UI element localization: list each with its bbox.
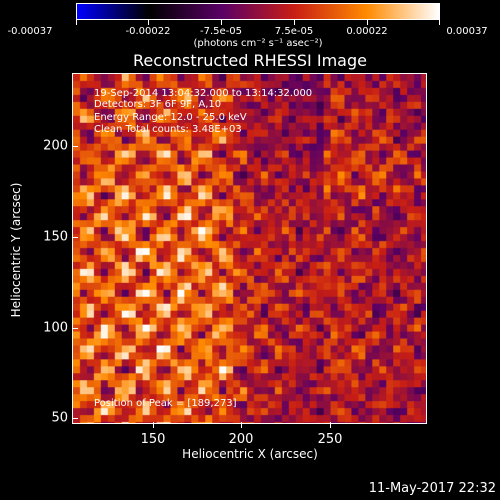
y-tick xyxy=(72,237,78,238)
y-tick-label: 150 xyxy=(43,229,68,245)
colorbar-tick xyxy=(148,20,149,25)
clean-counts-text: Clean Total counts: 3.48E+03 xyxy=(94,124,242,135)
energy-range-text: Energy Range: 12.0 - 25.0 keV xyxy=(94,112,247,123)
image-plot xyxy=(72,73,427,424)
y-axis-label: Heliocentric Y (arcsec) xyxy=(9,182,23,318)
rhessi-image xyxy=(73,74,426,423)
plot-title: Reconstructed RHESSI Image xyxy=(133,51,367,70)
peak-position-text: Position of Peak = [189,273] xyxy=(94,398,237,409)
colorbar-tick-label: -0.00022 xyxy=(125,26,171,37)
colorbar xyxy=(76,3,440,20)
x-tick-label: 250 xyxy=(317,432,343,447)
colorbar-tick xyxy=(367,20,368,25)
x-tick-label: 200 xyxy=(228,432,254,447)
y-tick-label: 100 xyxy=(43,320,68,336)
y-tick xyxy=(72,146,78,147)
date-stamp: 11-May-2017 22:32 xyxy=(368,481,496,496)
y-tick-label: 50 xyxy=(51,410,68,426)
colorbar-tick-label: 7.5e-05 xyxy=(274,26,314,37)
x-tick-label: 150 xyxy=(140,432,166,447)
colorbar-tick-label: 0.00022 xyxy=(346,26,388,37)
x-tick xyxy=(330,422,331,428)
time-range-text: 19-Sep-2014 13:04:32.000 to 13:14:32.000 xyxy=(94,88,313,99)
x-tick xyxy=(241,422,242,428)
colorbar-tick xyxy=(76,20,77,25)
colorbar-tick-label: -0.00037 xyxy=(7,26,53,37)
y-tick xyxy=(72,418,78,419)
y-tick-label: 200 xyxy=(43,138,68,154)
colorbar-tick-label: 0.00037 xyxy=(446,26,488,37)
colorbar-tick xyxy=(439,20,440,25)
x-tick xyxy=(153,422,154,428)
x-axis-label: Heliocentric X (arcsec) xyxy=(182,447,318,461)
colorbar-tick xyxy=(294,20,295,25)
y-tick xyxy=(72,328,78,329)
colorbar-tick xyxy=(221,20,222,25)
colorbar-units: (photons cm⁻² s⁻¹ asec⁻²) xyxy=(193,38,323,49)
colorbar-tick-label: -7.5e-05 xyxy=(200,26,242,37)
detectors-text: Detectors: 3F 6F 9F, A,10 xyxy=(94,99,222,110)
